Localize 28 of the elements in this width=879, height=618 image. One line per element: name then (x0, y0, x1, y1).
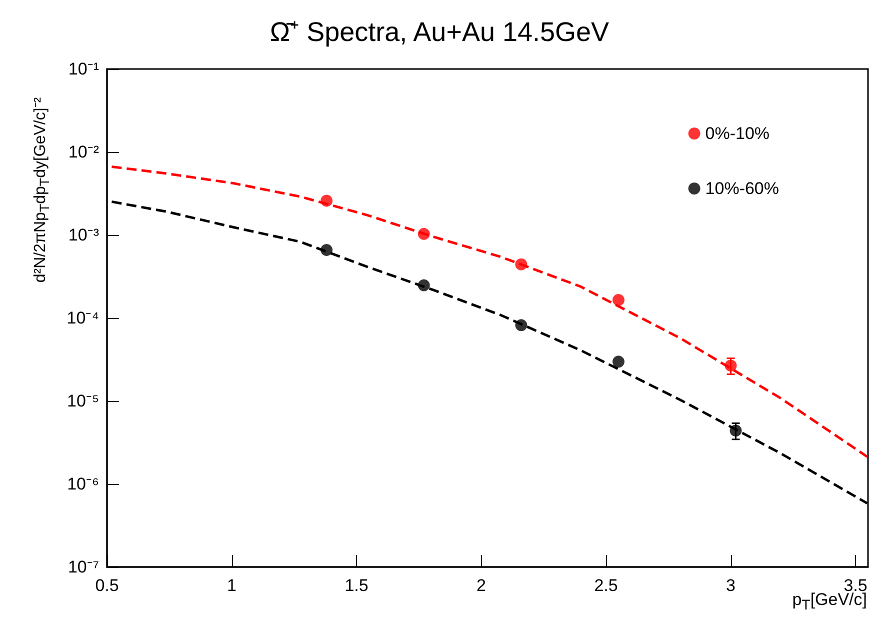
y-tick-label: 10⁻⁴ (66, 308, 99, 328)
x-tick-label: 1.5 (344, 576, 368, 595)
y-tick-label: 10⁻⁷ (68, 558, 99, 576)
x-tick-label: 3 (726, 576, 736, 595)
x-tick-label: 2 (476, 576, 486, 595)
legend-label: 0%-10% (705, 124, 770, 143)
legend-label: 10%-60% (705, 179, 780, 198)
y-tick-label: 10⁻⁵ (67, 392, 99, 410)
y-tick-label: 10⁻² (68, 142, 100, 162)
x-axis-title: p$_{T}$[GeV/c] (792, 590, 867, 614)
point (515, 258, 528, 270)
point (320, 244, 333, 256)
point (515, 319, 528, 332)
point (724, 360, 737, 372)
chart-title: Ω̄⁺ Spectra, Au+Au 14.5GeV (268, 16, 610, 49)
point (320, 194, 333, 207)
point (612, 294, 624, 306)
point (418, 279, 430, 292)
point (730, 424, 742, 437)
y-tick-label: 10⁻³ (68, 226, 100, 244)
line-series (110, 165, 868, 458)
x-tick-label: 2.5 (594, 576, 618, 595)
x-tick-label: 1 (227, 576, 236, 595)
point (612, 356, 624, 368)
y-tick-label: 10⁻⁶ (67, 474, 99, 494)
point (418, 228, 430, 240)
x-tick-label: 0.5 (95, 576, 119, 595)
y-tick-label: 10⁻¹ (68, 60, 100, 78)
